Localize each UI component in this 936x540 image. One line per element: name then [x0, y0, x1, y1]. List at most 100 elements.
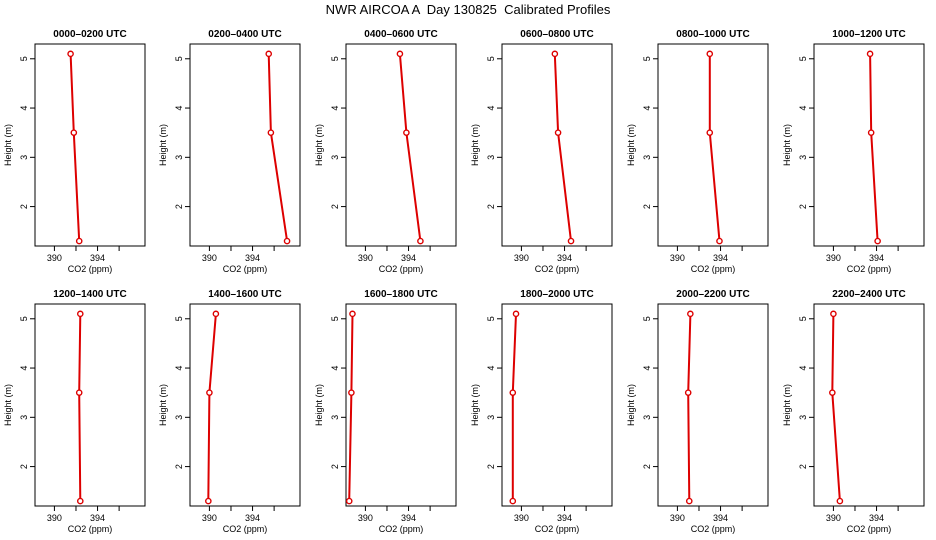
panel-8: 1600–1800 UTC 390 394 2 3 4 5 CO2 (ppm) Height (…: [314, 289, 457, 534]
data-point: [267, 129, 275, 136]
y-tick-label: 3: [642, 155, 652, 160]
data-point: [76, 310, 84, 318]
panel-3: 0600–0800 UTC 390 394 2 3 4 5 CO2 (ppm) Height (…: [470, 29, 613, 274]
y-tick-label: 3: [330, 155, 340, 160]
data-point: [509, 497, 517, 505]
data-point: [567, 237, 575, 245]
y-axis-label: Height (m): [782, 384, 792, 426]
page-title: NWR AIRCOA A Day 130825 Calibrated Profi…: [325, 2, 611, 17]
y-tick-label: 2: [174, 464, 184, 469]
data-point: [345, 497, 353, 505]
data-point: [685, 497, 693, 505]
data-point: [76, 497, 84, 505]
y-tick-label: 2: [330, 464, 340, 469]
plot-frame: [34, 43, 146, 247]
panel-title: 0800–1000 UTC: [676, 29, 749, 40]
x-tick-label: 394: [557, 253, 572, 263]
y-tick-label: 5: [798, 56, 808, 61]
panel-4: 0800–1000 UTC 390 394 2 3 4 5 CO2 (ppm) Height (…: [626, 29, 769, 274]
y-tick-label: 4: [174, 106, 184, 111]
y-axis-label: Height (m): [470, 124, 480, 166]
y-tick-label: 3: [486, 415, 496, 420]
y-axis-label: Height (m): [3, 384, 13, 426]
panel-10: 2000–2200 UTC 390 394 2 3 4 5 CO2 (ppm) Height (…: [626, 289, 769, 534]
y-tick-label: 4: [798, 366, 808, 371]
data-point: [706, 129, 714, 136]
plot-frame: [189, 303, 301, 507]
y-tick-label: 5: [174, 56, 184, 61]
panel-title: 2000–2200 UTC: [676, 289, 749, 300]
y-tick-label: 2: [486, 204, 496, 209]
data-point: [509, 389, 517, 396]
x-tick-label: 394: [869, 513, 884, 523]
y-tick-label: 4: [19, 106, 29, 111]
x-tick-label: 394: [90, 253, 105, 263]
y-tick-label: 3: [486, 155, 496, 160]
data-point: [716, 237, 723, 245]
data-point: [554, 129, 562, 136]
plot-frame: [345, 43, 457, 247]
y-axis-label: Height (m): [3, 124, 13, 166]
x-axis-label: CO2 (ppm): [847, 524, 892, 534]
y-tick-label: 2: [330, 204, 340, 209]
data-point: [265, 50, 273, 58]
x-axis-label: CO2 (ppm): [223, 264, 268, 274]
data-point: [396, 50, 404, 58]
panel-title: 0000–0200 UTC: [53, 29, 126, 40]
panel-1: 0200–0400 UTC 390 394 2 3 4 5 CO2 (ppm) Height (…: [158, 29, 301, 274]
y-tick-label: 5: [798, 316, 808, 321]
panel-title: 1200–1400 UTC: [53, 289, 126, 300]
y-tick-label: 5: [19, 316, 29, 321]
x-tick-label: 394: [869, 253, 884, 263]
panel-7: 1400–1600 UTC 390 394 2 3 4 5 CO2 (ppm) Height (…: [158, 289, 301, 534]
y-tick-label: 5: [330, 56, 340, 61]
y-tick-label: 5: [486, 56, 496, 61]
y-tick-label: 4: [486, 106, 496, 111]
profile-line: [69, 53, 81, 242]
data-point: [205, 497, 212, 505]
profile-line: [78, 313, 82, 502]
y-tick-label: 5: [642, 56, 652, 61]
y-axis-label: Height (m): [470, 384, 480, 426]
x-tick-label: 390: [670, 253, 685, 263]
y-tick-label: 3: [174, 155, 184, 160]
y-tick-label: 5: [330, 316, 340, 321]
x-tick-label: 390: [202, 513, 217, 523]
y-tick-label: 4: [798, 106, 808, 111]
y-axis-label: Height (m): [626, 124, 636, 166]
x-tick-label: 394: [401, 253, 416, 263]
data-point: [836, 497, 844, 505]
x-tick-label: 390: [826, 253, 841, 263]
x-tick-label: 390: [670, 513, 685, 523]
panel-title: 1800–2000 UTC: [520, 289, 593, 300]
y-tick-label: 2: [642, 204, 652, 209]
panel-title: 0400–0600 UTC: [364, 29, 437, 40]
x-tick-label: 394: [713, 513, 728, 523]
data-point: [706, 50, 714, 58]
y-axis-label: Height (m): [782, 124, 792, 166]
panel-title: 2200–2400 UTC: [832, 289, 905, 300]
x-axis-label: CO2 (ppm): [691, 264, 736, 274]
x-axis-label: CO2 (ppm): [68, 524, 113, 534]
y-tick-label: 5: [486, 316, 496, 321]
y-tick-label: 3: [174, 415, 184, 420]
x-axis-label: CO2 (ppm): [535, 264, 580, 274]
panel-title: 1400–1600 UTC: [208, 289, 281, 300]
x-tick-label: 390: [47, 253, 62, 263]
y-tick-label: 2: [642, 464, 652, 469]
data-point: [206, 389, 213, 396]
plot-frame: [34, 303, 146, 507]
data-point: [867, 129, 875, 136]
data-point: [75, 237, 83, 245]
profile-line: [207, 313, 217, 502]
panel-title: 1600–1800 UTC: [364, 289, 437, 300]
y-tick-label: 4: [486, 366, 496, 371]
x-tick-label: 394: [245, 513, 260, 523]
plot-frame: [501, 43, 613, 247]
profile-line: [348, 313, 354, 502]
y-tick-label: 4: [330, 366, 340, 371]
y-tick-label: 3: [330, 415, 340, 420]
x-tick-label: 390: [47, 513, 62, 523]
x-axis-label: CO2 (ppm): [847, 264, 892, 274]
panel-2: 0400–0600 UTC 390 394 2 3 4 5 CO2 (ppm) Height (…: [314, 29, 457, 274]
